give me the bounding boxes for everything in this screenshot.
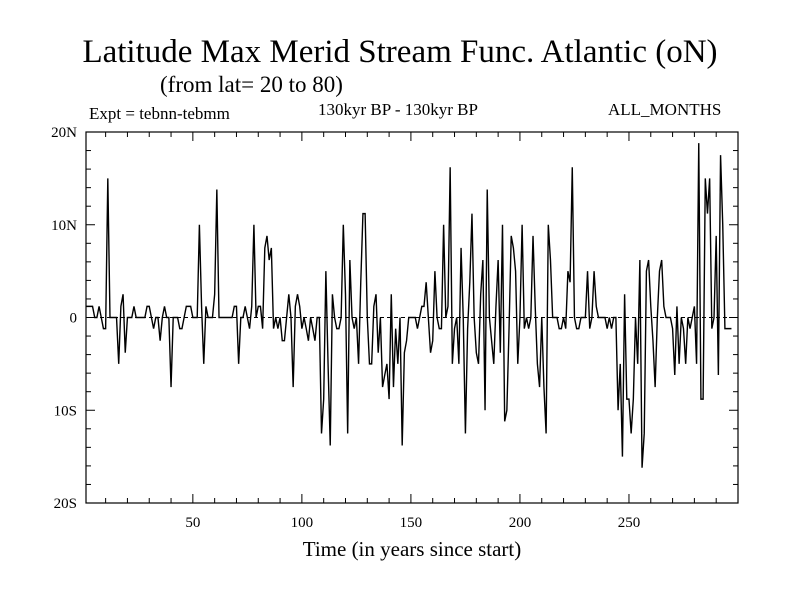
y-tick-label: 10S <box>54 403 77 419</box>
y-tick-label: 20S <box>54 496 77 512</box>
y-tick-label: 10N <box>51 218 77 234</box>
x-axis-label: Time (in years since start) <box>302 537 522 561</box>
tick-labels-layer: 50 100 150 200 250 20S 10S 0 10N 20N <box>51 125 640 531</box>
x-tick-label: 200 <box>509 515 532 531</box>
y-tick-label: 0 <box>70 311 78 327</box>
axes-layer <box>85 131 739 504</box>
experiment-label: Expt = tebnn-tebmm <box>89 104 230 123</box>
x-tick-label: 100 <box>291 515 314 531</box>
x-tick-label: 50 <box>185 515 200 531</box>
period-label: 130kyr BP - 130kyr BP <box>318 100 478 119</box>
series-layer <box>86 143 732 468</box>
y-tick-label: 20N <box>51 125 77 141</box>
series-line-0 <box>86 143 732 468</box>
x-tick-label: 150 <box>400 515 423 531</box>
chart-subtitle: (from lat= 20 to 80) <box>160 72 343 97</box>
months-label: ALL_MONTHS <box>608 100 722 119</box>
x-tick-label: 250 <box>618 515 641 531</box>
chart-title: Latitude Max Merid Stream Func. Atlantic… <box>82 34 718 70</box>
